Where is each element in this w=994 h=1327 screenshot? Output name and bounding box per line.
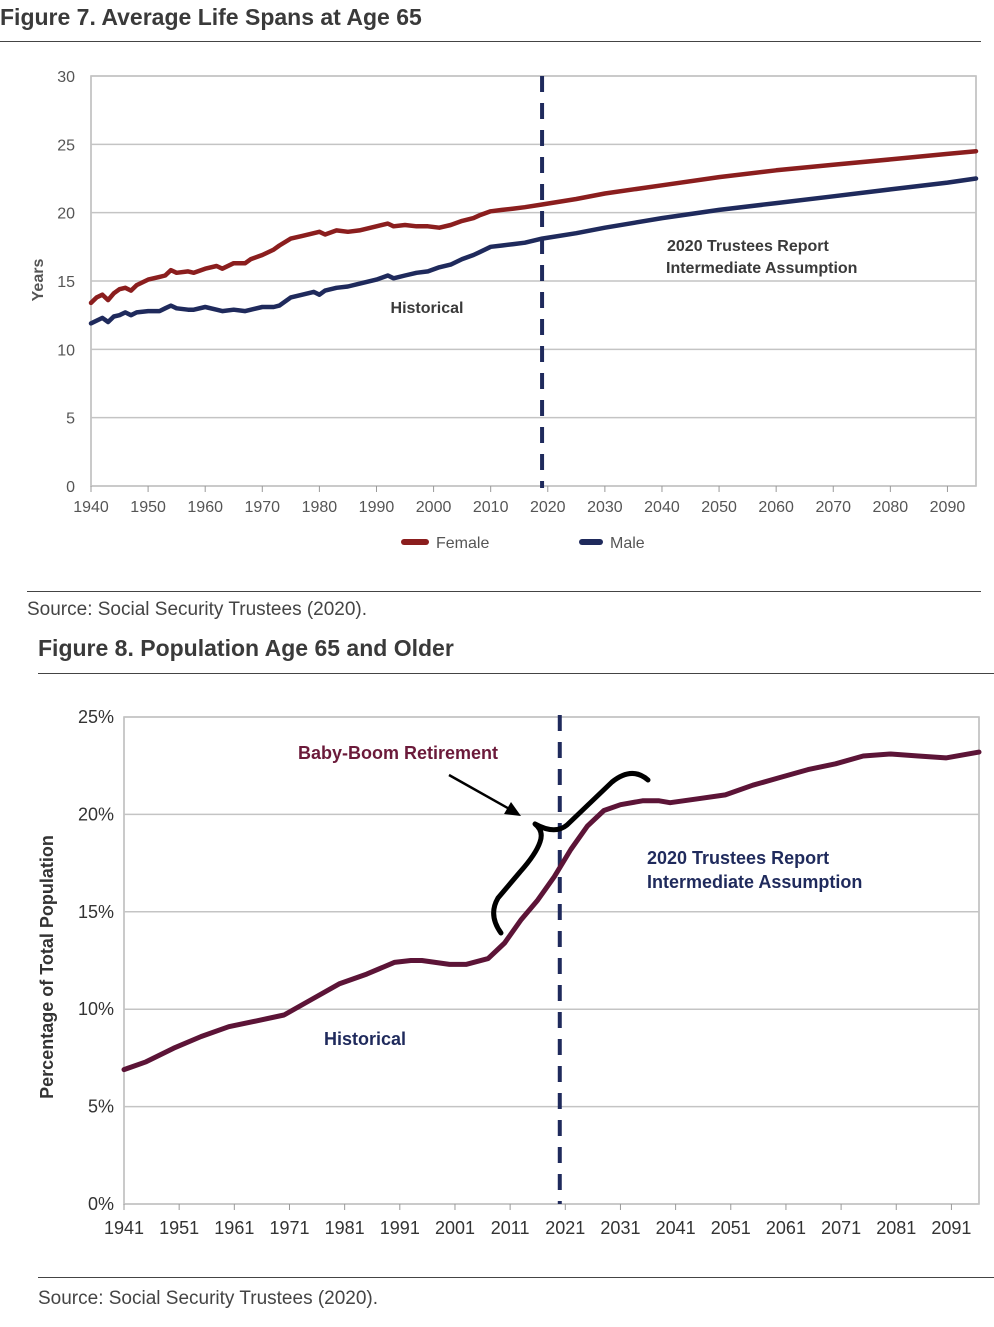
f8-x-tick-label: 1941 xyxy=(104,1218,144,1238)
figure-8-trustees-label-line1: 2020 Trustees Report xyxy=(647,848,829,868)
figure-8-y-axis-label: Percentage of Total Population xyxy=(37,835,57,1099)
f7-y-tick-label: 10 xyxy=(57,342,75,359)
f7-series-line-female xyxy=(88,148,979,306)
f8-plot-area xyxy=(123,716,980,1205)
f8-x-tick-label: 2041 xyxy=(656,1218,696,1238)
f7-series-line-male xyxy=(88,176,979,326)
baby-boom-retirement-label: Baby-Boom Retirement xyxy=(298,743,498,763)
f7-y-tick-label: 5 xyxy=(66,411,75,428)
f7-x-tick-label: 2030 xyxy=(587,499,623,516)
f8-x-tick-label: 2051 xyxy=(711,1218,751,1238)
figure-7-top-rule xyxy=(0,41,981,42)
f8-x-tick-label: 2091 xyxy=(931,1218,971,1238)
f8-x-tick-label: 1961 xyxy=(214,1218,254,1238)
legend-male-label: Male xyxy=(610,535,645,552)
f7-x-tick-label: 2090 xyxy=(930,499,966,516)
figure-7-title: Figure 7. Average Life Spans at Age 65 xyxy=(0,4,422,30)
f8-x-tick-label: 2061 xyxy=(766,1218,806,1238)
f8-x-tick-label: 2011 xyxy=(491,1218,530,1238)
f7-x-tick-label: 2070 xyxy=(815,499,851,516)
baby-boom-brace xyxy=(491,771,651,936)
f8-y-tick-label: 10% xyxy=(78,999,114,1019)
f8-y-tick-label: 20% xyxy=(78,804,114,824)
f7-x-tick-label: 2060 xyxy=(758,499,794,516)
f7-x-tick-label: 2040 xyxy=(644,499,680,516)
f7-x-tick-label: 1990 xyxy=(359,499,395,516)
figure-8-historical-label: Historical xyxy=(324,1029,406,1049)
f7-x-tick-label: 1970 xyxy=(244,499,280,516)
f7-y-tick-label: 30 xyxy=(57,69,75,86)
f8-series-line-0 xyxy=(121,749,982,1073)
figure-7-source: Source: Social Security Trustees (2020). xyxy=(27,599,368,620)
f8-y-tick-label: 0% xyxy=(88,1194,114,1214)
figure-8-top-rule xyxy=(38,673,994,674)
baby-boom-arrowhead xyxy=(504,802,521,816)
figure-7-y-axis-label: Years xyxy=(30,259,47,302)
figure-8-source: Source: Social Security Trustees (2020). xyxy=(38,1288,379,1309)
f8-x-tick-label: 1981 xyxy=(325,1218,365,1238)
f7-x-tick-label: 1960 xyxy=(187,499,223,516)
f7-x-tick-label: 1980 xyxy=(302,499,338,516)
f7-y-tick-label: 0 xyxy=(66,479,75,496)
figure-7-trustees-label-line1: 2020 Trustees Report xyxy=(667,238,830,255)
figure-8-title: Figure 8. Population Age 65 and Older xyxy=(38,635,454,661)
f7-x-tick-label: 2050 xyxy=(701,499,737,516)
f8-y-tick-label: 15% xyxy=(78,902,114,922)
f8-x-tick-label: 1951 xyxy=(159,1218,199,1238)
f8-x-tick-label: 2031 xyxy=(600,1218,640,1238)
figure-8-bottom-rule xyxy=(38,1277,994,1278)
f7-x-tick-label: 2010 xyxy=(473,499,509,516)
figure-8-chart: 0% 5% 10% 15% 20% 25% 1941 1951 1961 1971 1981 199… xyxy=(37,707,982,1238)
f7-x-tick-label: 2080 xyxy=(873,499,909,516)
f7-x-tick-label: 2020 xyxy=(530,499,566,516)
figure-7-chart: 0 5 10 15 20 25 30 1940 1950 1960 1970 1980 1990 200… xyxy=(30,69,979,552)
f8-x-tick-label: 2001 xyxy=(435,1218,475,1238)
f8-x-tick-label: 2021 xyxy=(545,1218,585,1238)
figure-8-trustees-label-line2: Intermediate Assumption xyxy=(647,872,862,892)
f7-y-tick-label: 25 xyxy=(57,137,75,154)
f8-x-tick-label: 2071 xyxy=(821,1218,861,1238)
f8-y-tick-label: 25% xyxy=(78,707,114,727)
figure-7-bottom-rule xyxy=(27,591,981,592)
f8-x-tick-label: 1971 xyxy=(269,1218,309,1238)
f7-x-tick-label: 1940 xyxy=(73,499,109,516)
f7-x-tick-label: 2000 xyxy=(416,499,452,516)
legend-female-label: Female xyxy=(436,535,489,552)
f8-x-tick-label: 2081 xyxy=(876,1218,916,1238)
f7-x-tick-label: 1950 xyxy=(130,499,166,516)
figure-7-trustees-label-line2: Intermediate Assumption xyxy=(666,260,857,277)
figure-7-historical-label: Historical xyxy=(391,300,464,317)
f8-x-tick-label: 1991 xyxy=(380,1218,420,1238)
f7-y-tick-label: 15 xyxy=(57,274,75,291)
f8-y-tick-label: 5% xyxy=(88,1097,114,1117)
baby-boom-arrow xyxy=(448,773,514,813)
f7-y-tick-label: 20 xyxy=(57,206,75,223)
